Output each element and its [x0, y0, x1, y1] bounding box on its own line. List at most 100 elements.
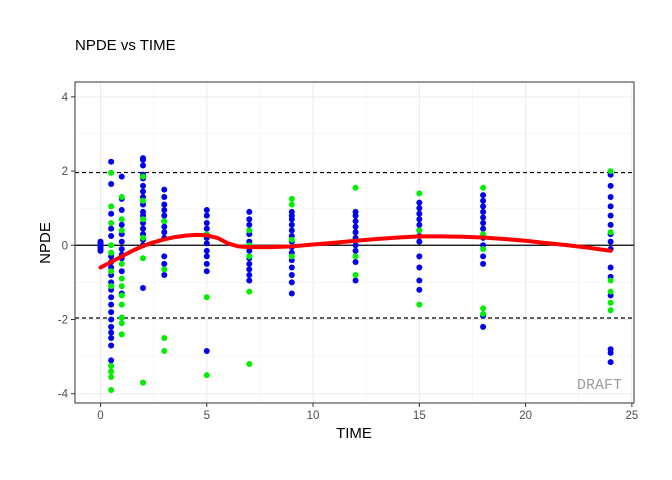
data-point-series-1 — [288, 264, 295, 271]
data-point-series-1 — [108, 357, 115, 364]
data-point-series-1 — [203, 260, 210, 267]
data-point-series-1 — [161, 260, 168, 267]
data-point-series-1 — [352, 258, 359, 265]
data-point-series-2 — [108, 169, 115, 176]
y-tick-label: 2 — [62, 166, 68, 178]
data-point-series-1 — [480, 214, 487, 221]
data-point-series-2 — [161, 335, 168, 342]
data-point-series-1 — [480, 203, 487, 210]
data-point-series-2 — [140, 234, 147, 241]
data-point-series-1 — [203, 348, 210, 355]
data-point-series-1 — [108, 233, 115, 240]
data-point-series-1 — [480, 323, 487, 330]
data-point-series-1 — [480, 260, 487, 267]
data-point-series-1 — [203, 253, 210, 260]
data-point-series-1 — [140, 284, 147, 291]
data-point-series-2 — [118, 331, 125, 338]
draft-watermark: DRAFT — [577, 377, 622, 394]
data-point-series-1 — [480, 208, 487, 215]
x-tick-label: 15 — [413, 410, 426, 422]
data-point-series-1 — [161, 223, 168, 230]
data-point-series-2 — [607, 168, 614, 175]
data-point-series-1 — [161, 212, 168, 219]
data-point-series-1 — [203, 212, 210, 219]
data-point-series-1 — [203, 207, 210, 214]
data-point-series-2 — [246, 361, 253, 368]
data-point-series-2 — [607, 277, 614, 284]
data-point-series-2 — [161, 348, 168, 355]
data-point-series-1 — [416, 216, 423, 223]
data-point-series-1 — [607, 238, 614, 245]
data-point-series-2 — [118, 314, 125, 321]
data-point-series-2 — [480, 305, 487, 312]
panel-border — [74, 81, 635, 404]
data-point-series-2 — [480, 310, 487, 317]
data-point-series-1 — [352, 229, 359, 236]
data-point-series-1 — [246, 271, 253, 278]
data-point-series-1 — [352, 223, 359, 230]
data-point-series-1 — [352, 212, 359, 219]
data-point-series-2 — [352, 184, 359, 191]
y-tick-label: 4 — [62, 92, 69, 104]
data-point-series-1 — [118, 245, 125, 252]
data-point-series-2 — [108, 242, 115, 249]
data-point-series-1 — [288, 271, 295, 278]
data-point-series-2 — [140, 173, 147, 180]
data-point-series-1 — [118, 238, 125, 245]
data-point-series-1 — [288, 290, 295, 297]
data-point-series-1 — [480, 225, 487, 232]
data-point-series-1 — [246, 277, 253, 284]
y-axis-title: NPDE — [37, 222, 54, 264]
data-point-series-2 — [108, 368, 115, 375]
data-point-series-1 — [607, 203, 614, 210]
data-point-series-1 — [607, 264, 614, 271]
x-axis: 0 5 10 15 20 25 — [97, 403, 638, 422]
data-point-series-2 — [352, 253, 359, 260]
data-point-series-1 — [161, 201, 168, 208]
data-point-series-1 — [607, 221, 614, 228]
data-point-series-2 — [118, 292, 125, 299]
data-point-series-1 — [246, 266, 253, 273]
data-point-series-1 — [480, 197, 487, 204]
data-point-series-2 — [352, 271, 359, 278]
data-point-series-2 — [607, 299, 614, 306]
data-point-series-1 — [108, 181, 115, 188]
data-point-series-1 — [480, 220, 487, 227]
data-point-series-1 — [97, 247, 104, 254]
data-point-series-2 — [108, 268, 115, 275]
data-point-series-2 — [416, 227, 423, 234]
data-point-series-2 — [118, 275, 125, 282]
data-point-series-1 — [416, 205, 423, 212]
chart-title: NPDE vs TIME — [75, 37, 176, 54]
data-point-series-1 — [108, 335, 115, 342]
data-point-series-2 — [108, 203, 115, 210]
x-tick-label: 25 — [625, 410, 638, 422]
data-point-series-1 — [118, 268, 125, 275]
data-point-series-2 — [288, 253, 295, 260]
data-point-series-1 — [161, 186, 168, 193]
data-point-series-1 — [161, 271, 168, 278]
data-point-series-1 — [416, 221, 423, 228]
x-axis-title: TIME — [336, 425, 372, 442]
data-point-series-2 — [480, 245, 487, 252]
data-point-series-2 — [607, 229, 614, 236]
data-point-series-1 — [161, 253, 168, 260]
data-point-series-1 — [108, 225, 115, 232]
data-point-series-2 — [203, 294, 210, 301]
data-point-series-1 — [203, 247, 210, 254]
y-tick-label: 0 — [62, 240, 68, 252]
data-point-series-1 — [118, 207, 125, 214]
data-point-series-1 — [108, 158, 115, 165]
data-point-series-1 — [246, 208, 253, 215]
data-point-series-2 — [203, 372, 210, 379]
data-point-series-1 — [288, 216, 295, 223]
data-point-series-2 — [288, 201, 295, 208]
data-point-series-2 — [607, 307, 614, 314]
data-point-series-2 — [118, 216, 125, 223]
data-point-series-2 — [118, 194, 125, 201]
data-point-series-2 — [140, 379, 147, 386]
data-point-series-1 — [480, 253, 487, 260]
scatter-points — [97, 155, 614, 394]
data-point-series-1 — [246, 260, 253, 267]
